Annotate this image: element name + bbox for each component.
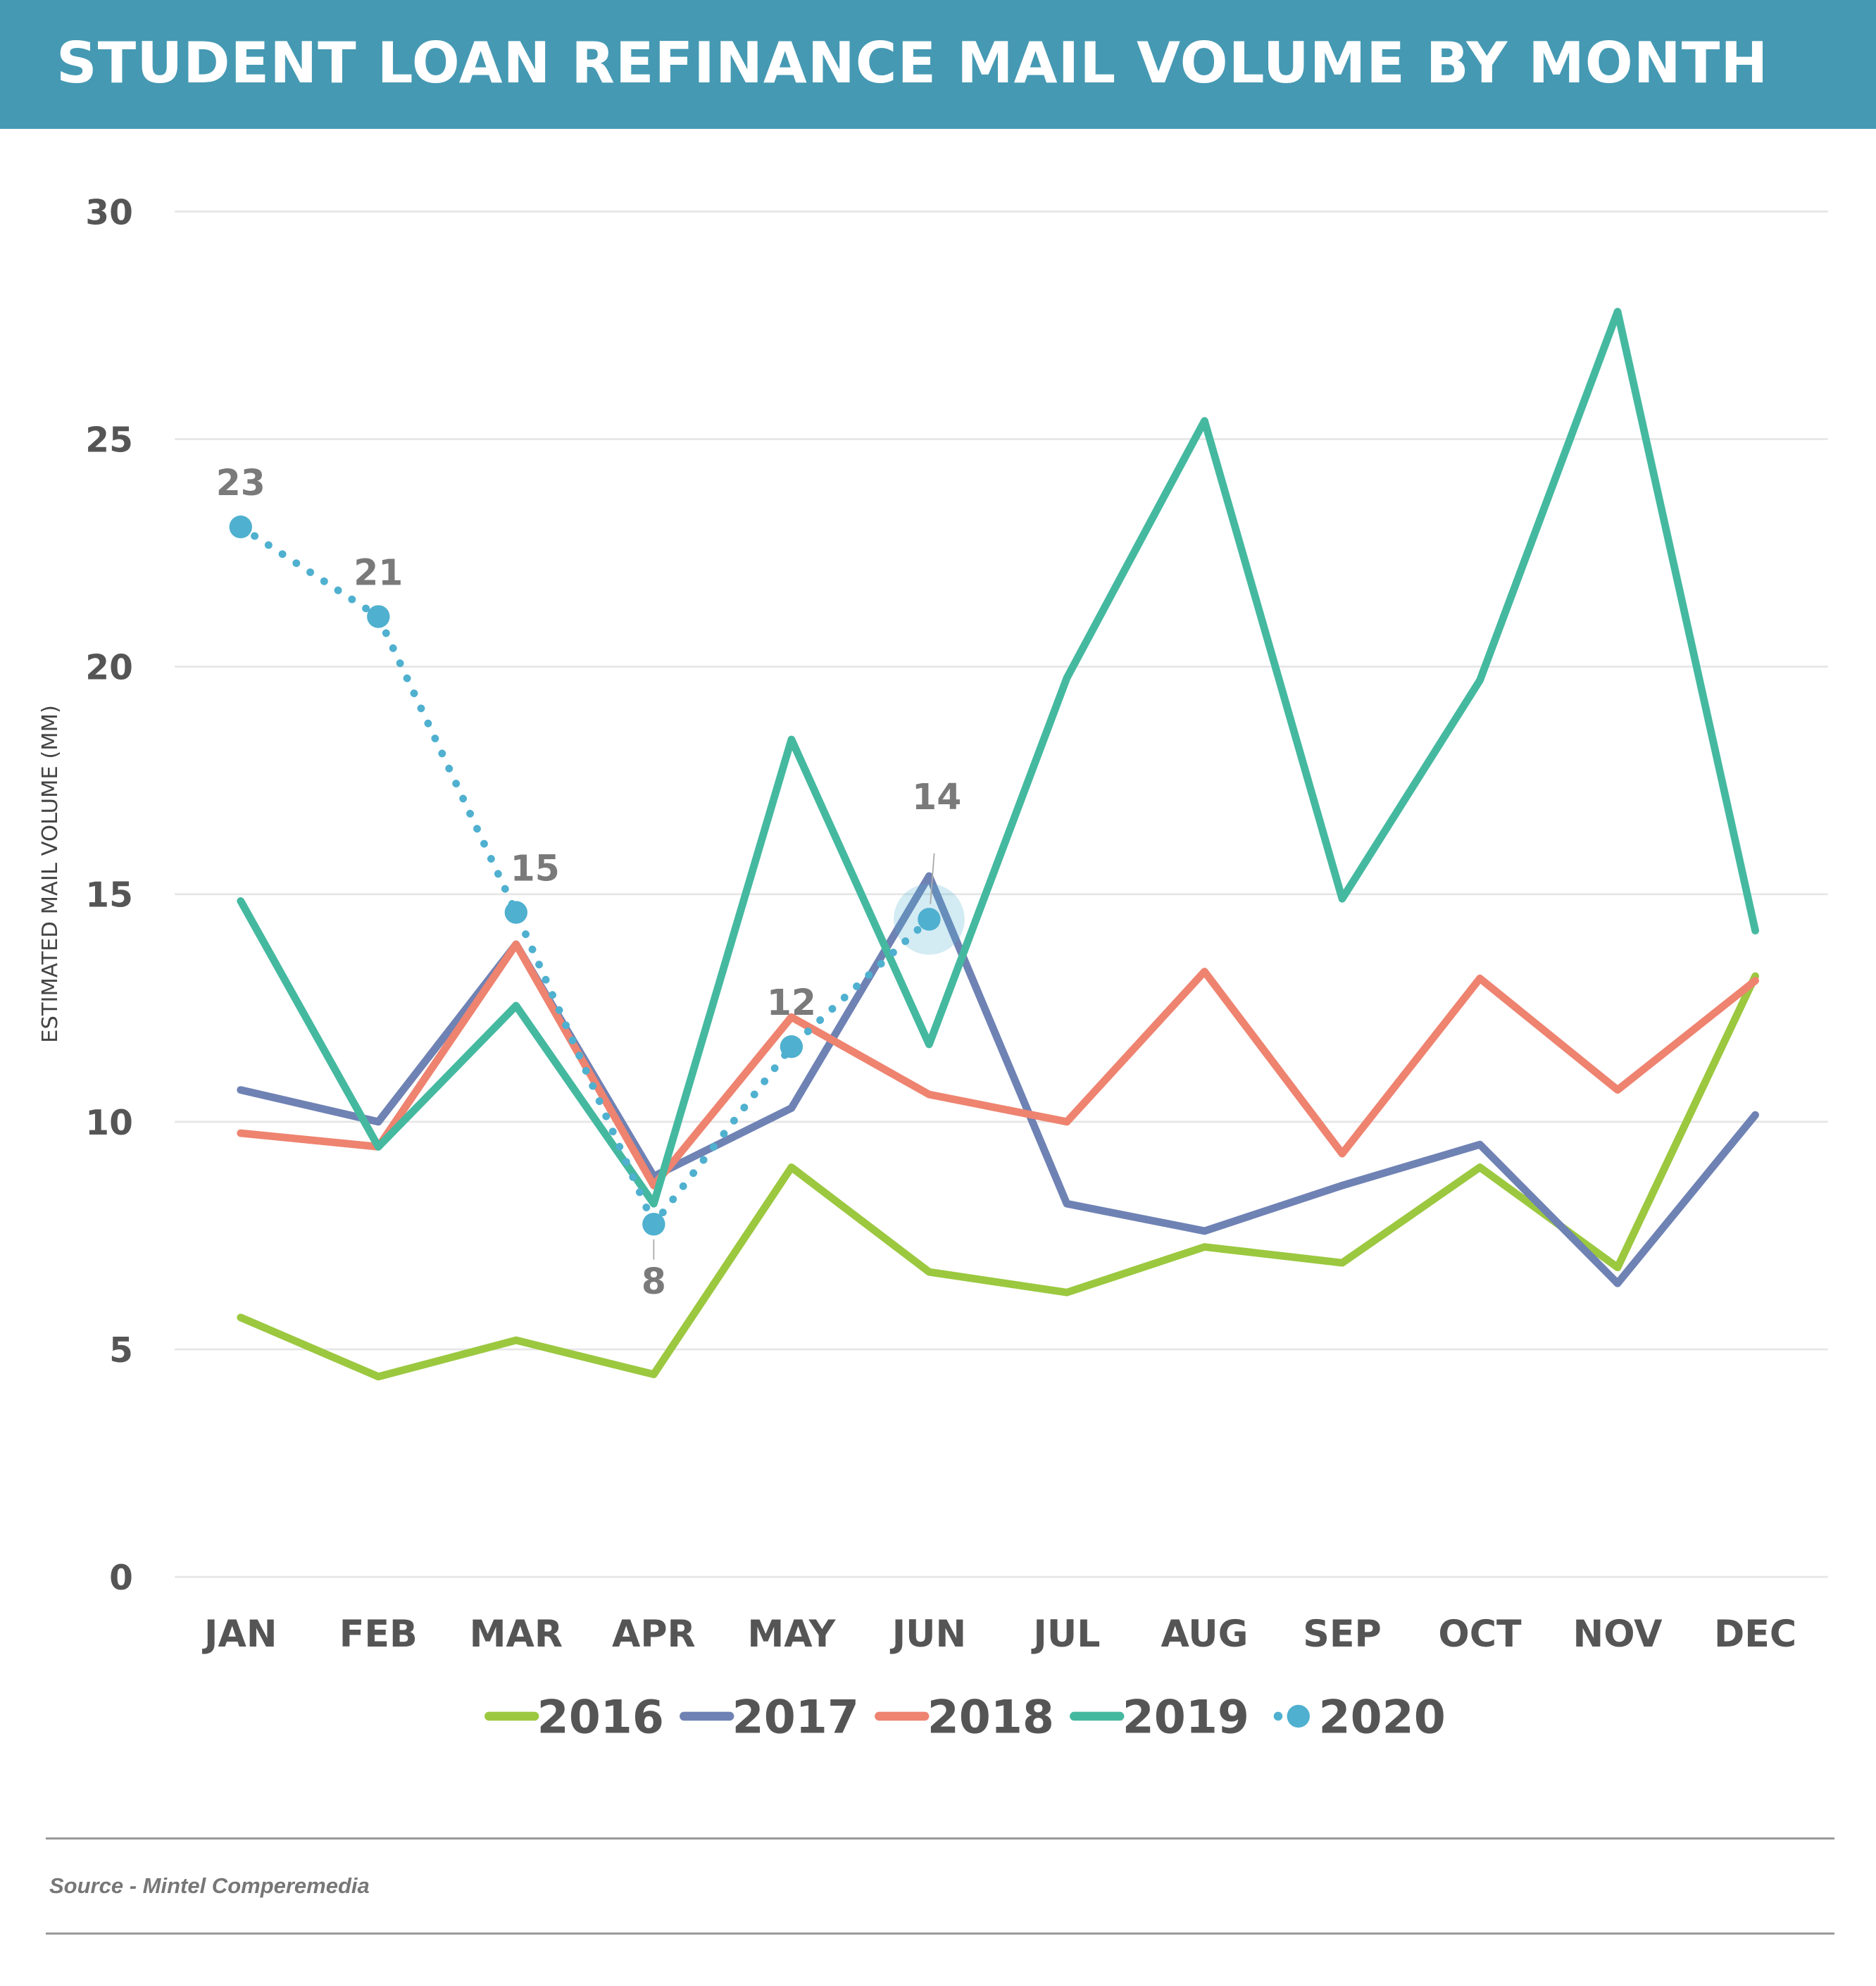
data-point-marker bbox=[642, 1213, 665, 1236]
data-label: 23 bbox=[216, 462, 265, 504]
legend-item-2020: 2020 bbox=[1273, 1691, 1446, 1744]
x-tick-label: SEP bbox=[1303, 1613, 1381, 1656]
y-tick-label: 10 bbox=[85, 1104, 133, 1143]
y-tick-label: 20 bbox=[85, 649, 133, 688]
footer-divider-top bbox=[46, 1837, 1834, 1840]
x-tick-label: MAR bbox=[470, 1613, 563, 1656]
y-axis-ticks: 0 5 10 15 20 25 30 bbox=[85, 193, 133, 1598]
y-tick-label: 25 bbox=[85, 420, 133, 460]
legend-item-2019: 2019 bbox=[1070, 1691, 1249, 1744]
legend-label: 2017 bbox=[732, 1691, 859, 1744]
legend-item-2018: 2018 bbox=[875, 1691, 1054, 1744]
y-tick-label: 15 bbox=[85, 876, 133, 916]
chart-title: STUDENT LOAN REFINANCE MAIL VOLUME BY MO… bbox=[56, 30, 1769, 96]
legend-label: 2020 bbox=[1319, 1691, 1446, 1744]
title-banner: STUDENT LOAN REFINANCE MAIL VOLUME BY MO… bbox=[0, 0, 1876, 129]
footer-divider-bottom bbox=[46, 1932, 1834, 1935]
x-tick-label: DEC bbox=[1714, 1613, 1796, 1656]
legend-swatch bbox=[1273, 1711, 1283, 1721]
y-tick-label: 0 bbox=[109, 1559, 133, 1598]
series-line-2017 bbox=[237, 872, 1759, 1287]
data-point-marker bbox=[504, 901, 528, 924]
x-tick-label: JAN bbox=[202, 1613, 277, 1656]
legend-item-2016: 2016 bbox=[484, 1691, 664, 1744]
legend-label: 2018 bbox=[927, 1691, 1054, 1744]
x-tick-label: JUN bbox=[890, 1613, 966, 1656]
x-tick-label: JUL bbox=[1031, 1613, 1100, 1656]
series-line-2018 bbox=[237, 940, 1759, 1189]
data-label: 15 bbox=[511, 848, 560, 889]
data-label: 14 bbox=[912, 776, 961, 818]
legend-label: 2016 bbox=[537, 1691, 664, 1744]
y-axis-label: ESTIMATED MAIL VOLUME (MM) bbox=[38, 705, 63, 1043]
gridlines bbox=[175, 210, 1828, 1578]
x-tick-label: FEB bbox=[339, 1613, 418, 1656]
data-label: 12 bbox=[767, 982, 816, 1023]
legend: 2016 2017 2018 2019 2020 bbox=[484, 1691, 1446, 1744]
source-note: Source - Mintel Comperemedia bbox=[49, 1873, 370, 1898]
series-line-2020 bbox=[237, 523, 933, 1232]
y-tick-label: 5 bbox=[109, 1331, 133, 1370]
x-tick-label: APR bbox=[612, 1613, 696, 1656]
data-point-marker bbox=[367, 605, 390, 628]
x-axis-ticks: JAN FEB MAR APR MAY JUN JUL AUG SEP OCT NOV DEC bbox=[202, 1613, 1796, 1656]
data-point-marker bbox=[918, 908, 941, 931]
data-label: 8 bbox=[642, 1261, 666, 1302]
legend-label: 2019 bbox=[1123, 1691, 1249, 1744]
data-point-marker bbox=[229, 516, 252, 539]
x-tick-label: OCT bbox=[1438, 1613, 1522, 1656]
x-tick-label: MAY bbox=[747, 1613, 836, 1656]
data-label: 21 bbox=[354, 552, 403, 594]
series-line-2016 bbox=[237, 972, 1759, 1381]
x-tick-label: AUG bbox=[1161, 1613, 1248, 1656]
series-lines: 23 21 15 8 12 14 bbox=[216, 308, 1759, 1381]
leader-line bbox=[930, 853, 935, 904]
series-line-2019 bbox=[237, 308, 1759, 1208]
legend-swatch bbox=[1287, 1704, 1310, 1728]
data-point-marker bbox=[780, 1035, 803, 1058]
x-tick-label: NOV bbox=[1573, 1613, 1663, 1656]
y-tick-label: 30 bbox=[85, 193, 133, 232]
legend-item-2017: 2017 bbox=[680, 1691, 859, 1744]
